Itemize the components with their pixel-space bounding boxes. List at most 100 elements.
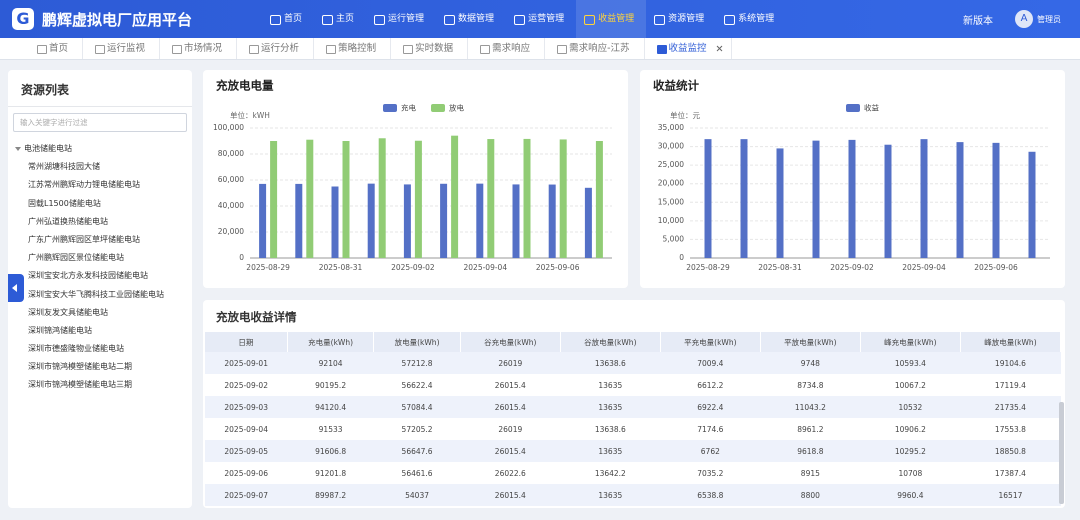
table-title: 充放电收益详情 [216,309,297,325]
tree-item[interactable]: 深圳宝安大华飞腾科技工业园储能电站 [14,286,192,304]
tree-item[interactable]: 深圳宝安北方永发科技园储能电站 [14,267,192,285]
header: G 鹏辉虚拟电厂应用平台 首页主页运行管理数据管理运营管理收益管理资源管理系统管… [0,0,1080,38]
bar [306,140,313,258]
table-cell: 56461.6 [374,462,460,484]
tree-item[interactable]: 深圳友发文具储能电站 [14,304,192,322]
table-cell: 6612.2 [660,374,760,396]
bar [849,140,856,258]
bar [585,188,592,258]
close-icon[interactable] [716,45,723,52]
bar [513,184,520,258]
tree-item[interactable]: 固载L1500储能电站 [14,195,192,213]
column-header: 放电量(kWh) [374,332,460,352]
tree-item[interactable]: 广州弘道换热储能电站 [14,213,192,231]
nav-item[interactable]: 运营管理 [506,0,576,38]
table-cell: 26015.4 [460,374,560,396]
user-name[interactable]: 管理员 [1037,14,1061,25]
table-cell: 8961.2 [760,418,860,440]
bar [270,141,277,258]
tree-item[interactable]: 深圳市德盛隆物业储能电站 [14,340,192,358]
chart-panel: 收益统计单位：元05,00010,00015,00020,00025,00030… [640,70,1065,288]
table-row: 2025-09-049153357205.22601913638.67174.6… [205,418,1061,440]
table-cell: 2025-09-03 [205,396,287,418]
tree-item[interactable]: 常州湖塘科技园大储 [14,158,192,176]
tab[interactable]: 市场情况 [160,38,237,59]
table-cell: 2025-09-02 [205,374,287,396]
y-tick-label: 0 [239,253,244,262]
bar [343,141,350,258]
bar [596,141,603,258]
tree-item[interactable]: 深圳市锦鸿模塑储能电站二期 [14,358,192,376]
column-header: 日期 [205,332,287,352]
nav-item[interactable]: 系统管理 [716,0,786,38]
divider [8,106,192,107]
column-header: 谷放电量(kWh) [560,332,660,352]
table-cell: 11043.2 [760,396,860,418]
nav-item[interactable]: 数据管理 [436,0,506,38]
x-tick-label: 2025-09-04 [464,263,508,272]
nav-item[interactable]: 首页 [262,0,314,38]
nav-item[interactable]: 主页 [314,0,366,38]
search-input[interactable]: 输入关键字进行过滤 [13,113,187,132]
table-cell: 57205.2 [374,418,460,440]
tab[interactable]: 收益监控 [645,38,732,59]
chart: 收益统计单位：元05,00010,00015,00020,00025,00030… [640,70,1065,288]
avatar[interactable]: A [1015,10,1033,28]
table-cell: 16517 [960,484,1060,506]
bar [259,184,266,258]
table-cell: 19104.6 [960,352,1060,374]
x-tick-label: 2025-08-29 [686,263,730,272]
table-cell: 26015.4 [460,440,560,462]
table-cell: 8800 [760,484,860,506]
legend-label: 充电 [401,103,416,113]
x-tick-label: 2025-09-04 [902,263,946,272]
table-cell: 26019 [460,418,560,440]
y-tick-label: 25,000 [658,160,684,169]
resource-tree: 电池储能电站 常州湖塘科技园大储江苏常州鹏辉动力锂电储能电站固载L1500储能电… [14,140,192,395]
tree-item[interactable]: 江苏常州鹏辉动力锂电储能电站 [14,176,192,194]
tree-root[interactable]: 电池储能电站 [14,140,192,158]
y-tick-label: 15,000 [658,197,684,206]
bar [549,185,556,258]
bar [993,143,1000,258]
table-cell: 10593.4 [860,352,960,374]
table-cell: 18850.8 [960,440,1060,462]
tab[interactable]: 运行分析 [237,38,314,59]
tab-bar: 首页运行监视市场情况运行分析策略控制实时数据需求响应需求响应-江苏收益监控 [0,38,1080,60]
nav-item[interactable]: 收益管理 [576,0,646,38]
table-cell: 2025-09-04 [205,418,287,440]
tree-item[interactable]: 深圳锦鸿储能电站 [14,322,192,340]
tab[interactable]: 运行监视 [83,38,160,59]
table-cell: 7174.6 [660,418,760,440]
chart-panel: 充放电电量单位：kWH020,00040,00060,00080,000100,… [203,70,628,288]
bar [415,141,422,258]
version-link[interactable]: 新版本 [963,12,993,27]
x-tick-label: 2025-09-06 [974,263,1018,272]
table-cell: 26019 [460,352,560,374]
tab[interactable]: 需求响应 [468,38,545,59]
table-cell: 13635 [560,374,660,396]
table-cell: 9618.8 [760,440,860,462]
bar [921,139,928,258]
tree-item[interactable]: 广东广州鹏辉园区草坪储能电站 [14,231,192,249]
tree-item[interactable]: 广州鹏辉园区景位储能电站 [14,249,192,267]
tab[interactable]: 实时数据 [391,38,468,59]
table-cell: 26015.4 [460,484,560,506]
tree-item[interactable]: 深圳市锦鸿模塑储能电站三期 [14,376,192,394]
y-tick-label: 80,000 [218,149,244,158]
collapse-button[interactable] [8,274,24,302]
tab[interactable]: 首页 [25,38,83,59]
tab[interactable]: 需求响应-江苏 [545,38,644,59]
table-cell: 13642.2 [560,462,660,484]
main-nav: 首页主页运行管理数据管理运营管理收益管理资源管理系统管理 [262,0,786,38]
nav-item[interactable]: 资源管理 [646,0,716,38]
app-title: 鹏辉虚拟电厂应用平台 [42,9,192,30]
bar [379,138,386,258]
table-cell: 13635 [560,396,660,418]
y-tick-label: 5,000 [663,234,685,243]
table-cell: 6538.8 [660,484,760,506]
y-tick-label: 100,000 [213,123,244,132]
nav-item[interactable]: 运行管理 [366,0,436,38]
scrollbar[interactable] [1059,402,1064,504]
tab[interactable]: 策略控制 [314,38,391,59]
